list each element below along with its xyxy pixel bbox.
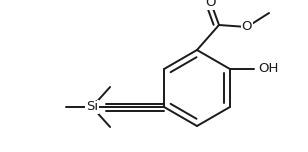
Text: OH: OH [258, 62, 278, 76]
Text: O: O [206, 0, 216, 9]
Text: Si: Si [86, 100, 98, 114]
Text: O: O [242, 21, 252, 33]
